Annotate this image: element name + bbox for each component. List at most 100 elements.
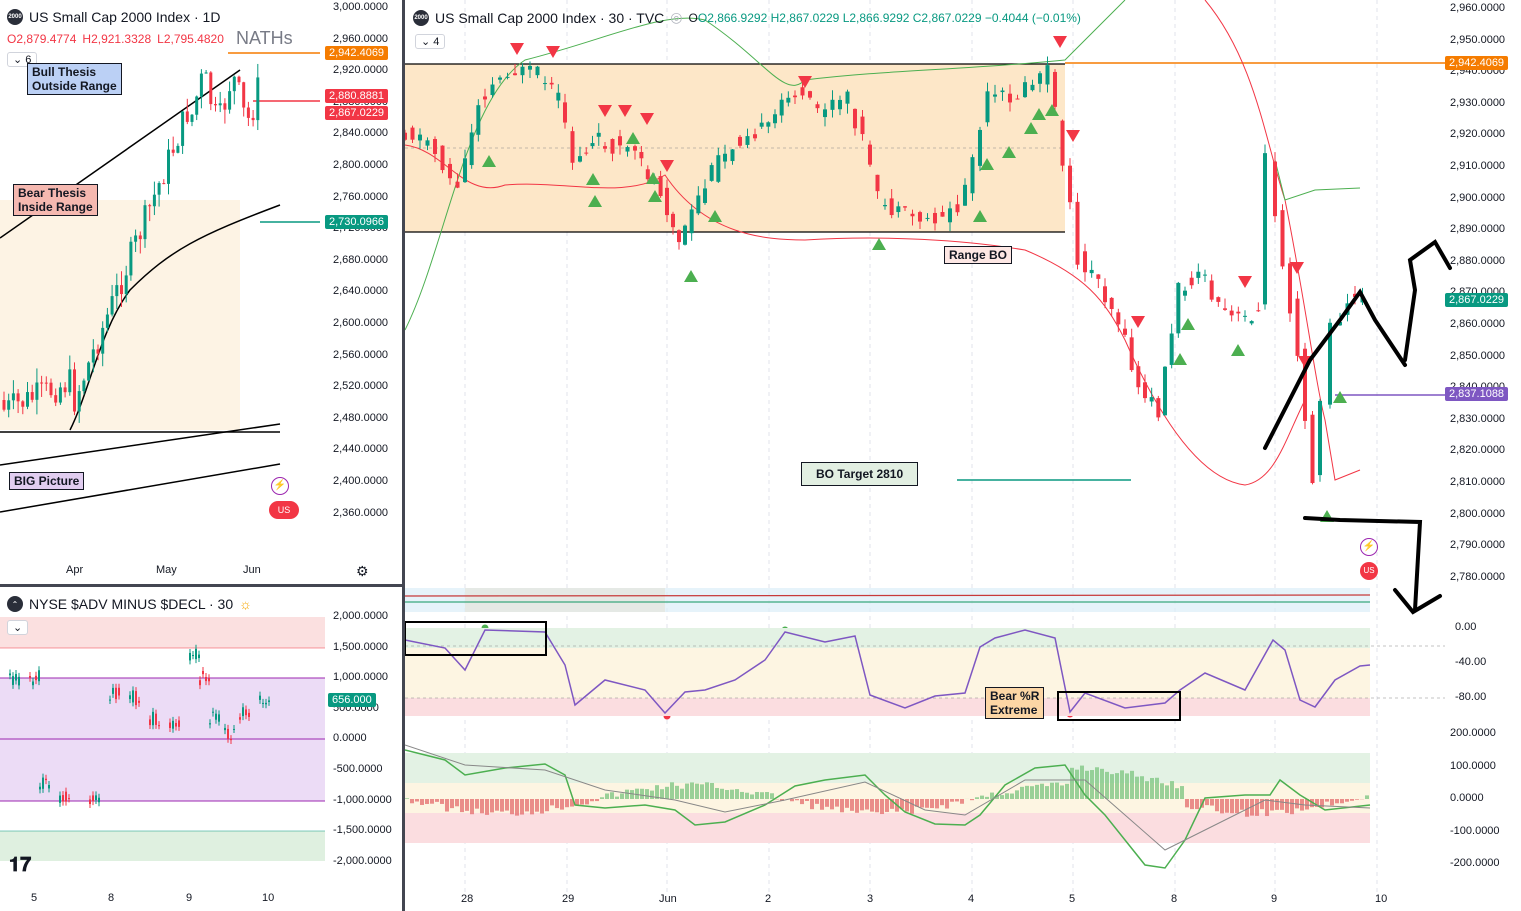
macd-histogram-bar	[525, 799, 529, 812]
candle-body	[883, 205, 887, 207]
macd-histogram-bar	[770, 793, 774, 799]
candle-body	[556, 92, 561, 101]
candle-body	[1196, 271, 1201, 278]
macd-histogram-bar	[435, 799, 439, 802]
axis-label: 2,900.0000	[1450, 191, 1506, 204]
sell-signal-marker	[510, 43, 524, 55]
main-chart-pane[interactable]: 2000 US Small Cap 2000 Index · 30 · TVC …	[405, 0, 1521, 911]
macd-histogram-bar	[655, 785, 659, 799]
candle-body	[32, 681, 34, 686]
macd-histogram-bar	[855, 799, 859, 813]
candle-body	[543, 83, 547, 85]
daily-chart-canvas[interactable]	[0, 0, 402, 584]
macd-histogram-bar	[1325, 799, 1329, 802]
eye-icon[interactable]: ◎	[670, 9, 683, 25]
macd-histogram-bar	[975, 797, 979, 799]
macd-histogram-bar	[630, 790, 634, 799]
macd-histogram-bar	[1150, 777, 1154, 799]
daily-chart-pane[interactable]: 2000 US Small Cap 2000 Index · 1D O2,879…	[0, 0, 402, 584]
daily-badge-red1: 2,880.8881	[325, 89, 389, 103]
macd-histogram-bar	[685, 783, 689, 799]
breadth-chart-canvas[interactable]	[0, 588, 402, 911]
macd-histogram-bar	[1170, 781, 1174, 799]
macd-histogram-bar	[560, 799, 564, 810]
candle-body	[232, 76, 236, 92]
candle-body	[463, 158, 467, 183]
breadth-collapse[interactable]: ⌄	[7, 620, 29, 635]
candle-body	[963, 184, 967, 206]
candle-body	[1053, 71, 1057, 107]
main-lightning-icon[interactable]: ⚡	[1360, 538, 1378, 556]
candle-body	[490, 84, 495, 96]
daily-candles	[2, 63, 260, 423]
candle-body	[268, 700, 270, 702]
candle-body	[933, 212, 937, 224]
candle-body	[73, 369, 76, 412]
macd-histogram-bar	[520, 799, 524, 815]
macd-histogram-bar	[735, 789, 739, 799]
candle-body	[58, 387, 62, 403]
settings-icon[interactable]: ⚙	[356, 563, 369, 579]
candle-body	[1083, 251, 1087, 273]
macd-histogram-bar	[1350, 799, 1354, 801]
axis-label: 2,920.0000	[1450, 128, 1506, 141]
pane-divider-horizontal[interactable]	[0, 584, 402, 587]
macd-histogram-bar	[490, 799, 494, 813]
macd-histogram-bar	[695, 783, 699, 799]
buy-signal-marker	[648, 190, 662, 202]
macd-histogram-bar	[1110, 774, 1114, 799]
macd-histogram-bar	[1020, 786, 1024, 799]
candle-body	[176, 145, 180, 153]
macd-histogram-bar	[1335, 799, 1339, 804]
buy-signal-marker	[482, 155, 496, 167]
time-label: 2	[765, 893, 772, 905]
candle-body	[124, 275, 128, 295]
candle-body	[135, 691, 137, 706]
macd-histogram-bar	[1015, 790, 1019, 799]
macd-histogram-bar	[710, 782, 714, 799]
flag-icon[interactable]: US	[269, 501, 299, 519]
candle-body	[696, 195, 701, 214]
candle-body	[1216, 297, 1221, 302]
axis-label: 1,000.0000	[333, 671, 389, 684]
macd-histogram-bar	[725, 790, 729, 799]
pane-divider-vertical[interactable]	[402, 0, 405, 911]
macd-histogram-bar	[1105, 771, 1109, 799]
axis-label: 100.0000	[1450, 759, 1496, 772]
candle-body	[185, 111, 189, 122]
candle-body	[40, 382, 44, 384]
macd-histogram-bar	[845, 799, 849, 808]
macd-histogram-bar	[1255, 799, 1259, 816]
moving-average	[69, 204, 281, 431]
main-flag-icon[interactable]: US	[1360, 562, 1378, 580]
macd-histogram-bar	[1175, 788, 1179, 799]
macd-histogram-bar	[445, 799, 449, 812]
macd-histogram-bar	[665, 786, 669, 799]
macd-histogram-bar	[1125, 773, 1129, 799]
macd-histogram-bar	[875, 799, 879, 813]
candle-body	[1209, 280, 1214, 300]
daily-badge-orange: 2,942.4069	[325, 46, 389, 60]
candle-body	[823, 109, 827, 118]
candle-body	[49, 382, 53, 396]
macd-histogram-bar	[670, 782, 674, 799]
main-chart-canvas[interactable]	[405, 0, 1521, 911]
macd-histogram-bar	[575, 799, 579, 806]
breadth-chart-pane[interactable]: ⌃ NYSE $ADV MINUS $DECL · 30 ☼ ⌄ 2,000.0…	[0, 588, 402, 911]
time-label: Jun	[659, 893, 677, 905]
candle-body	[1096, 274, 1101, 279]
candle-body	[978, 129, 982, 166]
candle-body	[1223, 308, 1227, 310]
candle-body	[1273, 161, 1277, 217]
lightning-icon[interactable]: ⚡	[271, 477, 289, 495]
candle-body	[671, 213, 675, 228]
candle-body	[129, 695, 131, 700]
bear-r-note: Bear %R Extreme	[985, 687, 1045, 719]
main-indicator-toggle[interactable]: ⌄ 4	[415, 34, 446, 49]
macd-histogram-bar	[425, 799, 429, 804]
candle-body	[149, 719, 151, 726]
sell-signal-marker	[798, 76, 812, 88]
macd-histogram-bar	[1310, 799, 1314, 808]
macd-histogram-bar	[825, 799, 829, 807]
candle-body	[54, 395, 58, 403]
